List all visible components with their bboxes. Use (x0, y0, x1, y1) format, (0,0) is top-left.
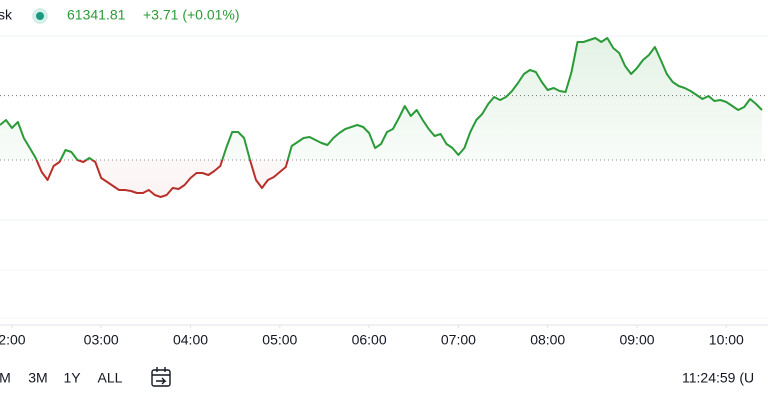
x-tick-label: 06:00 (352, 332, 387, 348)
range-button[interactable]: 3M (28, 370, 47, 386)
baseline-fill (0, 38, 762, 197)
grid (0, 35, 768, 319)
range-button[interactable]: M (0, 370, 11, 386)
price: 61341.81 (67, 7, 126, 23)
x-tick-label: 05:00 (262, 332, 297, 348)
footer: 11:24:59 (U M 3M 1Y ALL (0, 367, 754, 387)
x-tick-label: 03:00 (84, 332, 119, 348)
price-line-series (0, 37, 763, 198)
x-tick-label: 2:00 (0, 332, 26, 348)
x-tick-label: 04:00 (173, 332, 208, 348)
symbol: sk (0, 7, 13, 23)
range-button[interactable]: ALL (98, 370, 123, 386)
calendar-icon[interactable] (151, 367, 171, 387)
status-dot (36, 12, 44, 20)
range-button[interactable]: 1Y (63, 370, 81, 386)
x-tick-label: 10:00 (709, 332, 744, 348)
change: +3.71 (+0.01%) (143, 7, 240, 23)
x-tick-label: 07:00 (441, 332, 476, 348)
x-tick-label: 08:00 (530, 332, 565, 348)
x-tick-label: 09:00 (619, 332, 654, 348)
plot: 2:00 03:00 04:00 05:00 06:00 07:00 08:00 09:00 1… (0, 37, 768, 348)
clock: 11:24:59 (U (682, 370, 754, 386)
